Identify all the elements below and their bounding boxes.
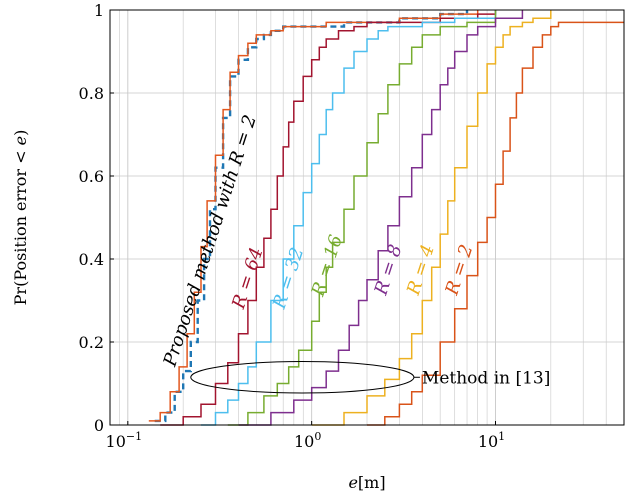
series-lines (148, 10, 624, 426)
x-tick-label: 101 (478, 430, 505, 451)
x-tick-label: 10−1 (106, 430, 143, 451)
y-tick-label: 0.2 (79, 333, 104, 352)
y-tick-label: 1 (94, 1, 104, 20)
series-line-2 (160, 10, 497, 426)
annotation-6: R = 2 (441, 242, 477, 298)
annotation-5: R = 4 (403, 242, 439, 298)
method13-ellipse-shape (190, 361, 415, 394)
curve-annotations: Proposed method with R = 2R = 64 R = 32 R … (159, 112, 477, 369)
y-axis-label: Pr(Position error < e) (11, 130, 30, 306)
x-tick-label: 100 (294, 430, 321, 451)
method13-label: Method in [13] (422, 368, 550, 388)
series-line-3 (201, 10, 497, 426)
series-line-4 (227, 10, 497, 426)
x-axis-label: e[m] (348, 473, 385, 492)
y-tick-label: 0 (94, 416, 104, 435)
plot-frame (109, 9, 625, 426)
annotation-2: R = 32 (269, 245, 309, 312)
annotation-0: Proposed method with R = 2 (159, 112, 261, 369)
series-line-1 (148, 10, 479, 422)
y-tick-label: 0.8 (79, 84, 104, 103)
method13-ellipse: Method in [13] (190, 361, 550, 394)
annotation-1: R = 64 (228, 245, 268, 312)
y-tick-label: 0.6 (79, 167, 104, 186)
annotation-4: R = 8 (370, 242, 406, 298)
series-line-7 (367, 21, 624, 426)
axis-ticks: 0 0.2 0.4 0.6 0.8 1 10−1 100 101 (79, 1, 506, 451)
series-line-0 (154, 10, 469, 423)
annotation-3: R = 16 (307, 232, 347, 299)
series-line-5 (238, 10, 524, 426)
y-tick-label: 0.4 (79, 250, 104, 269)
series-line-6 (311, 10, 552, 426)
